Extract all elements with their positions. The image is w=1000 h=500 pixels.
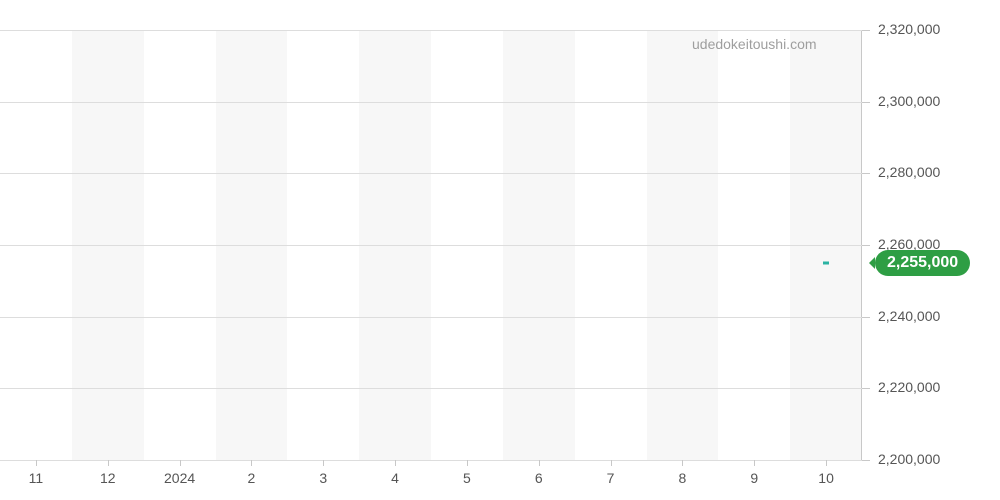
y-tick-label: 2,220,000	[878, 379, 940, 395]
x-tick-label: 5	[463, 470, 471, 486]
x-tick-mark	[180, 460, 181, 466]
y-tick-mark	[862, 102, 870, 103]
x-tick-label: 3	[319, 470, 327, 486]
watermark-text: udedokeitoushi.com	[692, 36, 817, 52]
current-value-badge: 2,255,000	[875, 250, 970, 276]
x-tick-label: 7	[607, 470, 615, 486]
y-tick-mark	[862, 30, 870, 31]
y-tick-label: 2,320,000	[878, 21, 940, 37]
x-tick-mark	[754, 460, 755, 466]
y-tick-label: 2,240,000	[878, 308, 940, 324]
x-tick-label: 10	[818, 470, 834, 486]
x-tick-label: 9	[750, 470, 758, 486]
x-tick-mark	[251, 460, 252, 466]
x-tick-mark	[467, 460, 468, 466]
h-gridline	[0, 388, 862, 389]
x-tick-mark	[611, 460, 612, 466]
x-tick-label: 11	[29, 470, 44, 486]
x-tick-mark	[323, 460, 324, 466]
x-tick-mark	[826, 460, 827, 466]
x-tick-mark	[395, 460, 396, 466]
y-tick-mark	[862, 317, 870, 318]
h-gridline	[0, 102, 862, 103]
h-gridline	[0, 460, 862, 461]
h-gridline	[0, 173, 862, 174]
x-tick-mark	[539, 460, 540, 466]
x-tick-label: 2	[248, 470, 256, 486]
y-tick-label: 2,200,000	[878, 451, 940, 467]
h-gridline	[0, 317, 862, 318]
x-tick-label: 6	[535, 470, 543, 486]
plot-area	[0, 30, 862, 460]
h-gridline	[0, 245, 862, 246]
x-tick-label: 12	[100, 470, 116, 486]
price-chart: 2,200,0002,220,0002,240,0002,260,0002,28…	[0, 0, 1000, 500]
current-value-text: 2,255,000	[887, 254, 958, 271]
y-tick-mark	[862, 388, 870, 389]
x-tick-label: 2024	[164, 470, 195, 486]
y-tick-label: 2,280,000	[878, 164, 940, 180]
x-tick-mark	[682, 460, 683, 466]
h-gridline	[0, 30, 862, 31]
y-tick-label: 2,300,000	[878, 93, 940, 109]
x-tick-mark	[36, 460, 37, 466]
data-point	[823, 261, 829, 264]
x-tick-mark	[108, 460, 109, 466]
x-tick-label: 4	[391, 470, 399, 486]
y-tick-mark	[862, 460, 870, 461]
x-tick-label: 8	[679, 470, 687, 486]
y-tick-mark	[862, 245, 870, 246]
y-tick-mark	[862, 173, 870, 174]
